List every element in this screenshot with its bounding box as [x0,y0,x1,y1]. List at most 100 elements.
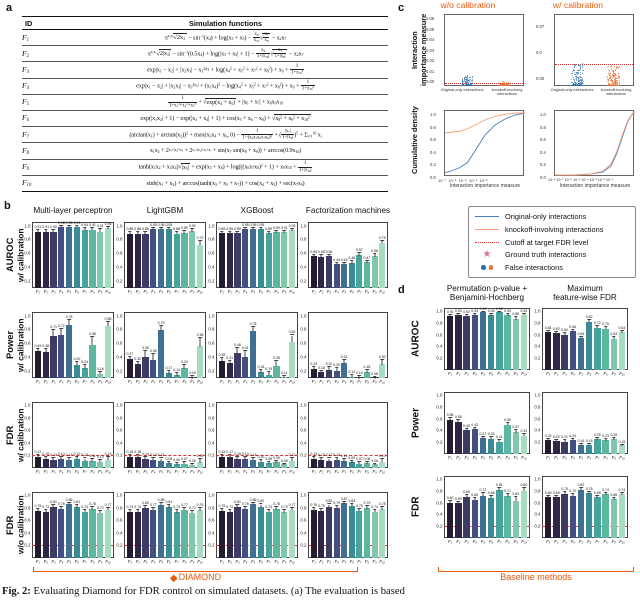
bar-value-label: 0.77 [289,503,296,507]
error-bar [292,229,293,230]
bar-group: 0.79 [333,492,341,558]
error-bar [176,373,177,376]
bar-chart: 1.0 0.8 0.6 0.4 0.2 0.74 0.74 0.80 0.77 0.85 0.81 0… [124,492,206,558]
error-cap [465,428,469,429]
diamond-bracket-label: ◆DIAMOND [33,572,358,584]
error-bar [92,228,93,230]
x-tick-label: F8 [89,469,97,475]
bar-value-label: 0.82 [257,499,264,503]
y-tick-label: 0.8 [534,488,540,493]
x-tick-label: F2 [454,371,462,377]
bar-value-label: 0.83 [348,499,355,503]
y-tick-label: 0.4 [208,265,214,270]
error-bar [466,429,467,431]
error-bar [344,263,345,265]
bar-group: 0.74 [126,492,134,558]
bar-value-label: 0.93 [455,309,462,313]
scatter-w-calibration [554,14,634,86]
axis-tick-label: 0.4 [430,150,436,155]
y-tick-label: 1.0 [116,403,122,408]
error-bar [572,330,573,332]
error-bar [572,439,573,441]
bar-chart: 1.0 0.8 0.6 0.4 0.2 0.89 0.89 0.89 0.95 0.95 0.95 0… [216,222,298,288]
x-tick-label: F6 [257,559,265,565]
x-tick-label: F8 [89,289,97,295]
error-bar [336,263,337,265]
bar-value-label: 0.49 [34,344,41,348]
error-cap [571,329,575,330]
row-id-cell: F8 [22,143,63,159]
bar-group: 0.37 [512,392,520,454]
bar-value-label: 0.72 [480,488,487,492]
bar: 0.56 [197,346,203,378]
bar-value-label: 0.47 [364,256,371,260]
bar-group: 0.14 [142,402,150,468]
bar-group: 0.79 [157,312,165,378]
panel-b-letter: b [4,200,11,212]
x-tick-label: F4 [569,539,577,545]
error-cap [473,427,477,428]
x-tick-label: F10 [196,469,204,475]
bar-group: 0.10 [96,402,104,468]
error-cap [620,444,624,445]
x-axis-labels: F1 F2 F3 F4 F5 F6 F7 F8 F9 F10 [126,379,204,385]
bar-value-label: 0.72 [58,324,65,328]
cdf-w-calibration [554,110,634,176]
figure-caption: Fig. 2: Evaluating Diamond for FDR contr… [2,586,638,597]
bar: 0.78 [379,509,385,558]
bar-group: 0.72 [96,492,104,558]
row-id-cell: F4 [22,78,63,94]
x-tick-label: F1 [218,469,226,475]
error-bar [499,312,500,313]
bar-group: 0.94 [73,222,81,288]
x-tick-label: F10 [520,455,528,461]
error-cap [259,459,263,460]
bar: 0.09 [349,462,355,468]
error-bar [184,508,185,511]
error-bar [260,370,261,373]
bar-value-label: 0.74 [226,505,233,509]
error-cap [36,454,40,455]
y-tick-label: 0.2 [300,369,306,374]
error-bar [515,497,516,501]
error-cap [481,492,485,493]
bar: 0.83 [349,506,355,558]
bar-group: 0.63 [512,476,520,538]
x-tick-label: F4 [149,559,157,565]
error-bar [458,502,459,504]
bar-value-label: 0.73 [42,505,49,509]
bar-value-label: 0.94 [521,309,528,313]
bar-group: 0.86 [65,492,73,558]
error-bar [100,511,101,514]
x-tick-label: F7 [495,371,503,377]
bar-value-label: 0.13 [105,452,112,456]
bar: 0.78 [250,331,256,378]
y-tick-label: 0.6 [436,416,442,421]
scatter-point [608,69,609,70]
bar-group: 0.58 [89,312,97,378]
x-tick-label: F10 [196,379,204,385]
bar: 0.22 [326,370,332,378]
x-axis-labels: F1 F2 F3 F4 F5 F6 F7 F8 F9 F10 [446,455,528,461]
error-cap [198,458,202,459]
panel-c-title-wo-calibration: w/o calibration [416,0,520,10]
error-bar [359,462,360,464]
axis-tick-label: 0.0 [536,50,542,55]
bar-group: 0.95 [257,222,265,288]
bar-group: 0.53 [610,308,618,370]
bar-value-label: 0.16 [97,367,104,371]
error-bar [366,462,367,464]
bars-container: 0.75 0.73 0.81 0.78 0.86 0.81 0.74 0.78 0.72 0.77 [34,492,112,558]
error-cap [220,508,224,509]
bar: 0.07 [181,464,187,468]
error-cap [290,457,294,458]
x-tick-label: F6 [73,289,81,295]
panel-b-row-metric: AUROC [4,222,15,288]
bar: 0.56 [326,256,332,288]
bar-value-label: 0.85 [105,317,112,321]
bars-container: 0.75 0.74 0.81 0.78 0.86 0.82 0.74 0.78 0.73 0.77 [218,492,296,558]
error-bar [137,455,138,458]
error-bar [499,440,500,442]
error-bar [605,439,606,441]
x-tick-label: F7 [173,469,181,475]
